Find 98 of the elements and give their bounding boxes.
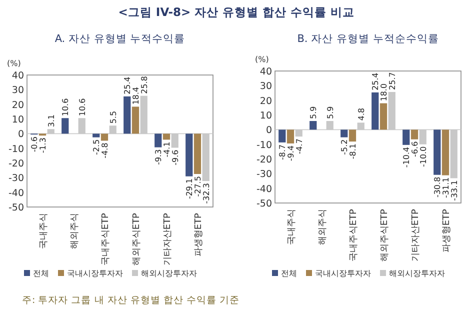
data-label: 5.9 xyxy=(326,106,335,120)
y-tick-label: 30 xyxy=(260,81,272,92)
data-label: 25.7 xyxy=(388,72,397,90)
data-label: 18.0 xyxy=(380,83,388,102)
text: <그림 IV-8> 자산 유형별 합산 수익률 비교 xyxy=(118,5,355,19)
bar xyxy=(162,134,170,140)
y-tick-label: 40 xyxy=(12,70,24,82)
bar xyxy=(100,134,108,141)
data-label: -30.8 xyxy=(433,176,442,198)
bar xyxy=(402,130,410,145)
bar xyxy=(372,92,379,130)
bar xyxy=(62,118,69,134)
data-label: -4.1 xyxy=(162,142,172,158)
x-tick-label: 국내주식 xyxy=(287,209,297,245)
data-label: -9.4 xyxy=(286,145,296,162)
bar xyxy=(286,130,294,144)
y-axis-title: (%) xyxy=(255,55,269,64)
y-tick-label: -20 xyxy=(256,154,272,166)
bar xyxy=(348,130,356,142)
x-tick-label: 국내주식ETP xyxy=(101,212,111,266)
y-tick-label: 0 xyxy=(18,129,24,140)
data-label: 25.8 xyxy=(140,76,149,94)
data-label: -1.3 xyxy=(38,138,48,154)
x-tick-label: 해외주식ETP xyxy=(132,212,142,266)
data-label: -10.4 xyxy=(402,146,412,168)
bar xyxy=(194,134,202,174)
y-tick-label: -40 xyxy=(256,184,272,195)
legend-label: 전체 xyxy=(281,269,297,278)
legend-label: 전체 xyxy=(33,269,49,278)
bar xyxy=(310,121,317,130)
y-tick-label: -10 xyxy=(256,140,272,151)
x-tick-label: 파생형ETP xyxy=(442,208,452,253)
bar xyxy=(154,134,162,148)
legend-label: 국내시장투자자 xyxy=(67,269,123,278)
bar xyxy=(442,130,450,176)
x-tick-label: 파생형ETP xyxy=(194,212,204,257)
y-tick-label: -20 xyxy=(8,158,24,170)
y-tick-label: 10 xyxy=(12,114,24,126)
bar xyxy=(186,134,193,176)
data-label: 5.5 xyxy=(108,110,118,124)
y-tick-label: -50 xyxy=(8,202,24,214)
chart-subtitle: B. 자산 유형별 누적순수익률 xyxy=(297,33,439,45)
bar xyxy=(92,134,100,138)
y-tick-label: 40 xyxy=(260,66,272,78)
y-tick-label: 30 xyxy=(12,85,24,96)
data-label: -32.3 xyxy=(202,183,211,204)
bar xyxy=(132,106,140,134)
data-label: 25.4 xyxy=(371,72,380,90)
bar xyxy=(340,130,348,138)
y-axis-title: (%) xyxy=(7,59,21,68)
legend-label: 해외시장투자자 xyxy=(141,269,197,278)
data-label: 10.6 xyxy=(61,98,70,116)
y-tick-label: 10 xyxy=(260,110,272,122)
data-label: 3.1 xyxy=(46,114,56,128)
data-label: -8.1 xyxy=(348,144,358,160)
data-label: -0.6 xyxy=(30,136,40,152)
legend-label: 해외시장투자자 xyxy=(389,269,445,278)
data-label: -10.0 xyxy=(418,146,428,168)
y-tick-label: -30 xyxy=(8,173,24,184)
chart-subtitle: A. 자산 유형별 누적수익률 xyxy=(54,33,186,45)
data-label: -2.5 xyxy=(92,139,102,155)
y-tick-label: 0 xyxy=(266,125,272,136)
data-label: 18.4 xyxy=(132,86,140,105)
data-label: -8.7 xyxy=(278,144,288,160)
data-label: -5.2 xyxy=(340,139,350,155)
data-label: -4.8 xyxy=(100,142,110,158)
x-tick-label: 해외주식 xyxy=(70,213,80,249)
data-label: -27.5 xyxy=(194,176,202,197)
data-label: -4.7 xyxy=(294,138,304,154)
legend-label: 국내시장투자자 xyxy=(315,269,371,278)
data-label: 10.6 xyxy=(78,98,87,116)
data-label: -31.1 xyxy=(442,177,450,198)
data-label: -29.1 xyxy=(185,178,194,200)
y-tick-label: -30 xyxy=(256,169,272,180)
data-label: -9.3 xyxy=(154,149,164,165)
bar xyxy=(410,130,418,140)
x-tick-label: 해외주식 xyxy=(318,209,328,245)
x-tick-label: 기타자산ETP xyxy=(411,208,421,262)
bar xyxy=(434,130,441,175)
data-label: 4.8 xyxy=(356,108,366,121)
data-label: 5.9 xyxy=(309,106,318,120)
y-tick-label: 20 xyxy=(12,100,24,111)
y-tick-label: -10 xyxy=(8,144,24,155)
data-label: -33.1 xyxy=(450,180,459,201)
data-label: -6.6 xyxy=(410,141,420,157)
x-tick-label: 국내주식 xyxy=(39,213,49,249)
text: 주: 투자자 그룹 내 자산 유형별 합산 수익률 기준 xyxy=(22,295,240,306)
bar xyxy=(124,96,131,134)
data-label: 25.4 xyxy=(123,76,132,94)
x-tick-label: 국내주식ETP xyxy=(349,208,359,262)
x-tick-label: 해외주식ETP xyxy=(380,208,390,262)
y-tick-label: -40 xyxy=(8,188,24,199)
bar xyxy=(380,103,388,130)
y-tick-label: 20 xyxy=(260,96,272,107)
x-tick-label: 기타자산ETP xyxy=(163,212,173,266)
data-label: -9.6 xyxy=(170,150,180,166)
y-tick-label: -50 xyxy=(256,198,272,210)
bar xyxy=(278,130,286,142)
